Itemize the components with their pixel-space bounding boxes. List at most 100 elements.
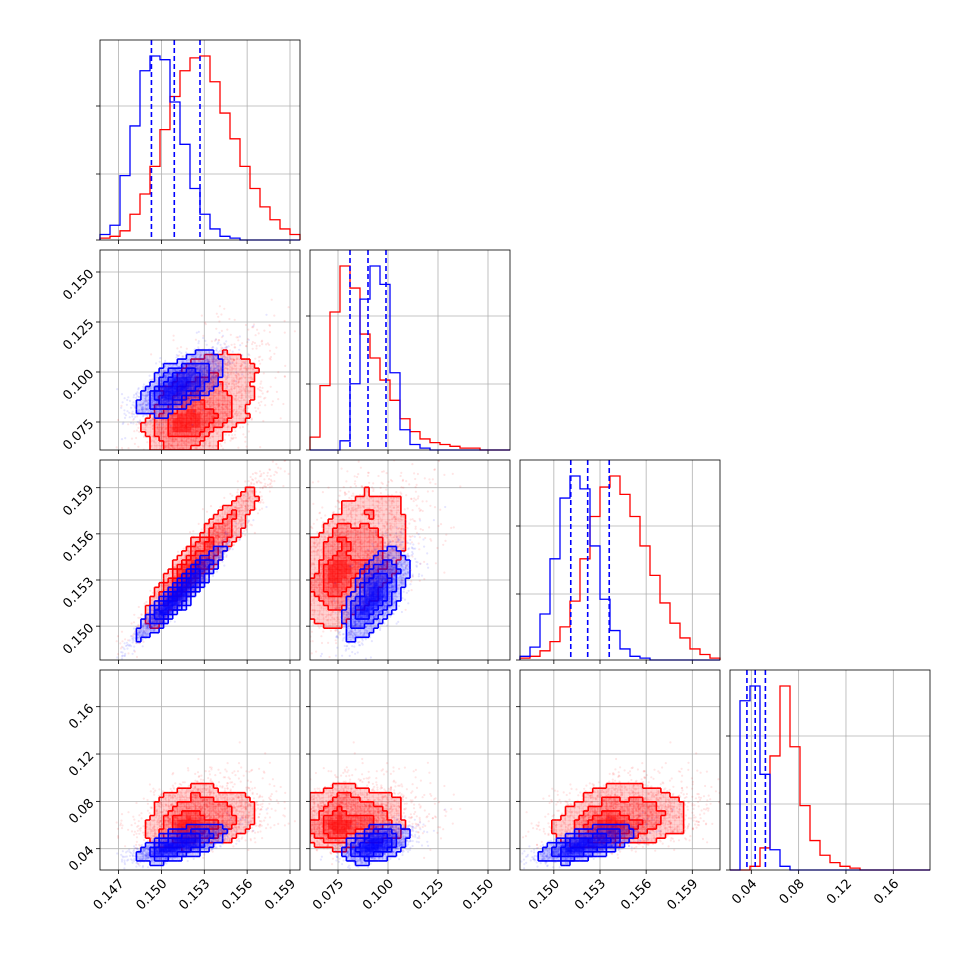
scatter-point bbox=[140, 466, 142, 468]
scatter-point bbox=[206, 401, 209, 404]
scatter-point bbox=[231, 350, 234, 353]
density-cell bbox=[204, 440, 210, 446]
scatter-point bbox=[180, 443, 183, 446]
scatter-point bbox=[245, 368, 248, 371]
scatter-point bbox=[217, 393, 221, 396]
density-cell bbox=[245, 372, 251, 378]
scatter-point bbox=[209, 397, 212, 400]
scatter-point bbox=[190, 450, 192, 452]
scatter-point bbox=[270, 403, 273, 406]
scatter-point bbox=[227, 373, 230, 377]
scatter-point bbox=[211, 423, 214, 426]
density-cell bbox=[186, 377, 192, 383]
scatter-point bbox=[274, 376, 277, 379]
scatter-point bbox=[240, 363, 243, 366]
scatter-point bbox=[268, 324, 271, 327]
scatter-point bbox=[164, 420, 167, 423]
scatter-point bbox=[211, 435, 214, 438]
scatter-point bbox=[165, 410, 168, 413]
scatter-point bbox=[208, 397, 211, 400]
scatter-point bbox=[225, 383, 228, 386]
scatter-point bbox=[197, 340, 200, 343]
scatter-point bbox=[181, 439, 184, 442]
scatter-point bbox=[191, 406, 194, 409]
density-cell bbox=[213, 363, 219, 369]
scatter-point bbox=[211, 445, 214, 448]
density-cell bbox=[168, 381, 174, 387]
density-cell bbox=[231, 363, 237, 369]
density-cell bbox=[213, 372, 219, 378]
histogram-series-0 bbox=[309, 265, 510, 451]
scatter-point bbox=[221, 397, 224, 400]
density-cell bbox=[195, 413, 201, 419]
scatter-point bbox=[234, 346, 237, 349]
scatter-point bbox=[223, 355, 226, 358]
scatter-point bbox=[126, 398, 129, 402]
scatter-point bbox=[226, 376, 229, 379]
scatter-point bbox=[269, 358, 272, 361]
scatter-point bbox=[222, 419, 225, 422]
scatter-point bbox=[217, 423, 221, 426]
scatter-point bbox=[277, 398, 280, 401]
scatter-point bbox=[268, 331, 271, 334]
scatter-point bbox=[135, 429, 139, 432]
density-cell bbox=[181, 440, 187, 446]
scatter-point bbox=[132, 401, 135, 404]
density-cell bbox=[200, 368, 205, 374]
scatter-point bbox=[175, 461, 177, 463]
density-cell bbox=[231, 386, 237, 392]
scatter-point bbox=[164, 476, 166, 478]
scatter-point bbox=[243, 362, 246, 365]
scatter-point bbox=[233, 379, 236, 382]
scatter-point bbox=[260, 400, 263, 403]
scatter-point bbox=[212, 377, 215, 380]
scatter-point bbox=[208, 354, 211, 357]
scatter-point bbox=[121, 401, 124, 404]
hist-panel-3 bbox=[730, 670, 930, 871]
scatter-point bbox=[212, 374, 215, 377]
scatter-point bbox=[223, 358, 226, 361]
density-cell bbox=[172, 381, 178, 387]
scatter-point bbox=[207, 428, 210, 431]
scatter-point bbox=[240, 389, 244, 392]
scatter-point bbox=[171, 437, 174, 440]
scatter-point bbox=[225, 363, 228, 366]
scatter-point bbox=[161, 425, 164, 428]
scatter-point bbox=[144, 455, 146, 457]
scatter-point bbox=[251, 343, 254, 346]
scatter-point bbox=[219, 389, 222, 392]
scatter-point bbox=[219, 343, 222, 346]
density-cell bbox=[186, 422, 192, 428]
scatter-point bbox=[240, 394, 243, 397]
scatter-point bbox=[201, 385, 205, 388]
scatter-point bbox=[164, 445, 167, 448]
density-cell bbox=[245, 395, 251, 401]
scatter-point bbox=[209, 401, 212, 404]
scatter-point bbox=[197, 367, 200, 370]
scatter-point bbox=[228, 361, 231, 364]
scatter-point bbox=[224, 356, 227, 359]
scatter-point bbox=[220, 444, 223, 448]
scatter-point bbox=[200, 353, 203, 356]
scatter-point bbox=[182, 355, 185, 358]
scatter-point bbox=[116, 388, 119, 391]
scatter-point bbox=[215, 374, 218, 377]
density-cell bbox=[236, 400, 242, 405]
scatter-point bbox=[172, 456, 174, 458]
scatter-point bbox=[174, 406, 178, 409]
scatter-point bbox=[215, 374, 218, 377]
scatter-point bbox=[260, 389, 263, 392]
density-cell bbox=[181, 418, 187, 424]
panel-1-1-frame bbox=[309, 249, 511, 451]
scatter-point bbox=[151, 417, 154, 420]
scatter-point bbox=[249, 366, 252, 369]
scatter-point bbox=[181, 355, 184, 358]
scatter-point bbox=[183, 464, 185, 466]
scatter-point bbox=[235, 376, 238, 379]
density-cell bbox=[190, 413, 196, 419]
scatter-point bbox=[238, 368, 241, 371]
scatter-point bbox=[229, 419, 232, 422]
scatter-point bbox=[223, 419, 227, 422]
scatter-point bbox=[219, 420, 222, 423]
scatter-point bbox=[125, 403, 128, 406]
